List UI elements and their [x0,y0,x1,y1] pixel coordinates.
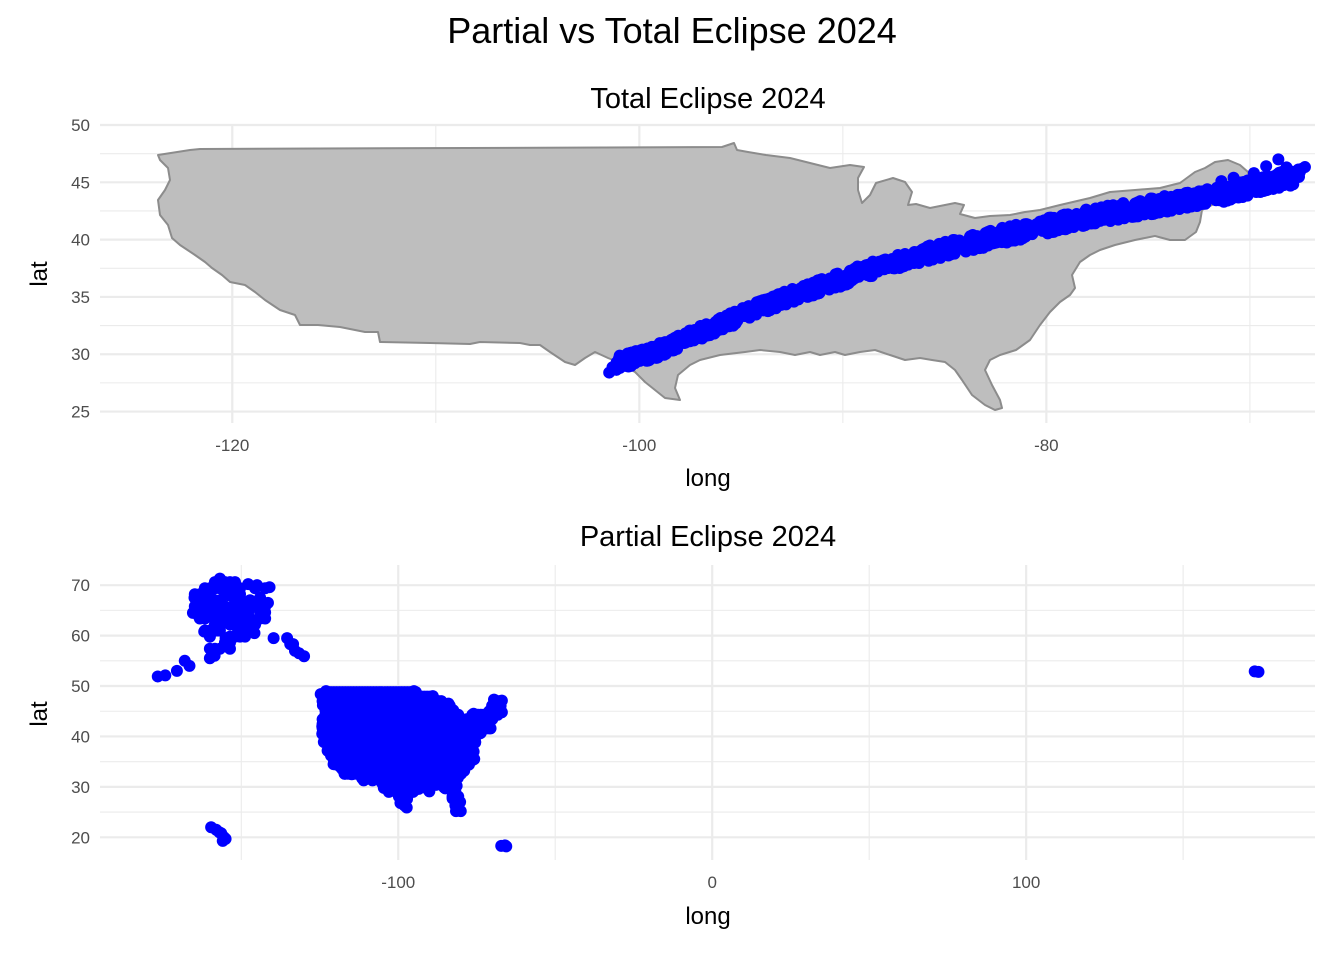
x-tick-label: -120 [215,436,249,455]
y-tick-label: 30 [71,778,90,797]
data-point [486,712,499,725]
x-tick-label: 0 [707,873,716,892]
y-tick-label: 40 [71,727,90,746]
total-eclipse-points [603,153,1311,379]
data-point [202,587,214,600]
data-point [467,707,480,720]
data-point [357,774,370,787]
y-tick-label: 70 [71,576,90,595]
data-point [316,699,329,712]
data-point [210,606,223,619]
data-point [469,736,482,749]
data-point [327,758,340,771]
data-point [170,664,183,677]
data-point [320,685,333,698]
data-point [229,578,241,591]
data-point [407,784,420,797]
data-point [423,785,436,798]
data-point [198,625,211,638]
data-point [458,713,471,726]
y-tick-label: 30 [71,345,90,364]
data-point [293,647,306,660]
total-y-axis-title: lat [26,261,53,287]
data-point [242,578,255,591]
x-tick-label: -80 [1034,436,1059,455]
data-point [250,579,263,592]
x-tick-label: 100 [1012,873,1040,892]
data-point [1215,175,1228,188]
partial-eclipse-points [151,572,1265,853]
data-point [159,669,172,682]
data-point [1272,153,1285,166]
data-point [426,690,439,703]
x-tick-label: -100 [622,436,656,455]
total-eclipse-panel: Total Eclipse 2024 25 30 35 40 45 50 -120 -100… [26,83,1315,492]
data-point [203,652,216,665]
y-tick-label: 35 [71,288,90,307]
data-point [495,694,508,707]
data-point [394,797,407,810]
data-point [1260,160,1273,173]
data-point [1298,161,1311,174]
data-point [366,774,379,787]
data-point [211,624,224,637]
partial-grid [100,565,1315,860]
data-point [473,727,486,740]
data-point [1247,167,1260,180]
y-tick-label: 20 [71,828,90,847]
y-tick-label: 50 [71,677,90,696]
data-point [188,591,201,604]
data-point [248,627,261,640]
y-tick-label: 25 [71,403,90,422]
data-point [261,596,274,609]
data-point [447,704,460,717]
data-point [257,611,270,624]
data-point [1288,170,1301,183]
partial-panel-title: Partial Eclipse 2024 [580,521,836,553]
y-tick-label: 50 [71,116,90,135]
x-tick-label: -100 [381,873,415,892]
total-x-axis-title: long [685,465,730,492]
data-point [231,627,244,640]
data-point [500,840,513,853]
y-tick-label: 45 [71,173,90,192]
us-outline-map [157,142,1261,411]
data-point [183,659,196,672]
data-point [407,685,420,698]
data-point [219,632,232,645]
partial-x-axis-title: long [685,903,730,930]
total-panel-title: Total Eclipse 2024 [590,83,825,115]
data-point [316,720,329,733]
data-point [213,572,226,585]
data-point [284,638,297,651]
data-point [236,609,249,622]
total-y-ticks: 25 30 35 40 45 50 [71,116,90,422]
data-point [439,782,452,795]
data-point [267,632,280,645]
partial-y-axis-title: lat [26,701,53,727]
data-point [222,589,235,602]
data-point [1280,161,1293,174]
total-x-ticks: -120 -100 -80 [215,436,1058,455]
y-tick-label: 60 [71,627,90,646]
y-tick-label: 40 [71,231,90,250]
main-title: Partial vs Total Eclipse 2024 [447,10,897,51]
data-point [377,781,390,794]
data-point [225,614,238,627]
data-point [263,581,276,594]
data-point [1227,171,1240,184]
data-point [495,706,508,719]
data-point [484,722,497,735]
data-point [216,834,229,847]
data-point [450,805,463,818]
data-point [1252,665,1265,678]
data-point [241,619,254,632]
partial-x-ticks: -100 0 100 [381,873,1040,892]
data-point [199,607,212,620]
partial-y-ticks: 20 30 40 50 60 70 [71,576,90,847]
partial-eclipse-panel: Partial Eclipse 2024 20 30 40 50 60 70 -100 0 1… [26,521,1315,930]
